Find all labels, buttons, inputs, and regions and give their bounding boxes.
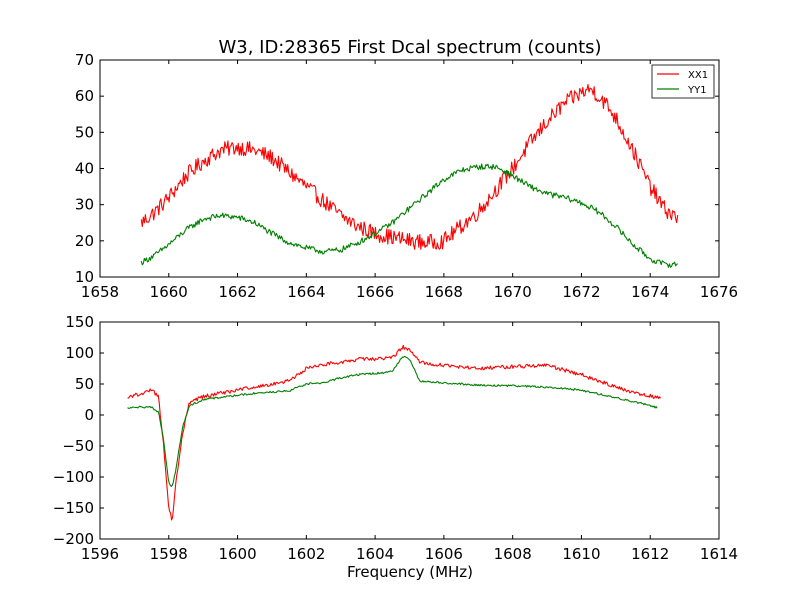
bottom-y-tick-label: −200: [53, 530, 94, 548]
bottom-y-tick-label: 50: [75, 375, 94, 393]
bottom-x-tick-label: 1610: [562, 545, 600, 563]
bottom-y-tick-label: 100: [65, 344, 94, 362]
top-y-tick-label: 50: [75, 123, 94, 141]
bottom-plot-area: 1596 1598 1600 1602 1604 1606 1608 1610 1612 1614…: [53, 313, 738, 563]
top-series-line-xx1: [140, 83, 679, 250]
bottom-y-tick-label: −50: [62, 437, 94, 455]
bottom-x-tick-label: 1608: [494, 545, 532, 563]
chart-title: W3, ID:28365 First Dcal spectrum (counts…: [218, 37, 601, 58]
top-x-tick-label: 1672: [562, 283, 600, 301]
top-series-line-yy1: [140, 163, 678, 268]
top-x-tick-label: 1668: [425, 283, 463, 301]
bottom-y-tick-label: 0: [84, 406, 94, 424]
top-plot-area: 1658 1660 1662 1664 1666 1668 1670 1672 1674 1676…: [75, 51, 738, 301]
legend-box: [651, 64, 715, 99]
x-axis-label: Frequency (MHz): [347, 563, 473, 581]
bottom-axes-frame: [99, 321, 720, 540]
bottom-series-line-series-2: [127, 355, 658, 487]
bottom-y-tick-label: 150: [65, 313, 94, 331]
bottom-x-tick-label: 1596: [81, 545, 119, 563]
bottom-x-tick-label: 1612: [631, 545, 669, 563]
top-x-tick-label: 1664: [287, 283, 325, 301]
top-y-tick-label: 10: [75, 268, 94, 286]
bottom-x-tick-label: 1598: [150, 545, 188, 563]
bottom-x-tick-label: 1614: [700, 545, 738, 563]
bottom-x-tick-label: 1606: [425, 545, 463, 563]
top-y-tick-label: 20: [75, 232, 94, 250]
top-y-tick-label: 30: [75, 196, 94, 214]
top-x-tick-label: 1666: [356, 283, 394, 301]
top-x-tick-label: 1658: [81, 283, 119, 301]
top-y-tick-label: 40: [75, 160, 94, 178]
top-y-tick-label: 70: [75, 51, 94, 69]
legend-label-xx1: XX1: [688, 70, 708, 81]
bottom-series-line-series-1: [127, 344, 661, 521]
top-x-tick-label: 1676: [700, 283, 738, 301]
bottom-x-tick-label: 1604: [356, 545, 394, 563]
legend-label-yy1: YY1: [687, 85, 707, 96]
bottom-y-tick-label: −150: [53, 499, 94, 517]
top-y-tick-label: 60: [75, 87, 94, 105]
legend: XX1 YY1: [651, 64, 715, 99]
bottom-x-tick-label: 1602: [287, 545, 325, 563]
bottom-x-tick-label: 1600: [218, 545, 256, 563]
top-x-tick-label: 1660: [150, 283, 188, 301]
top-x-tick-label: 1670: [494, 283, 532, 301]
bottom-y-tick-label: −100: [53, 468, 94, 486]
top-x-tick-label: 1674: [631, 283, 669, 301]
top-x-tick-label: 1662: [218, 283, 256, 301]
